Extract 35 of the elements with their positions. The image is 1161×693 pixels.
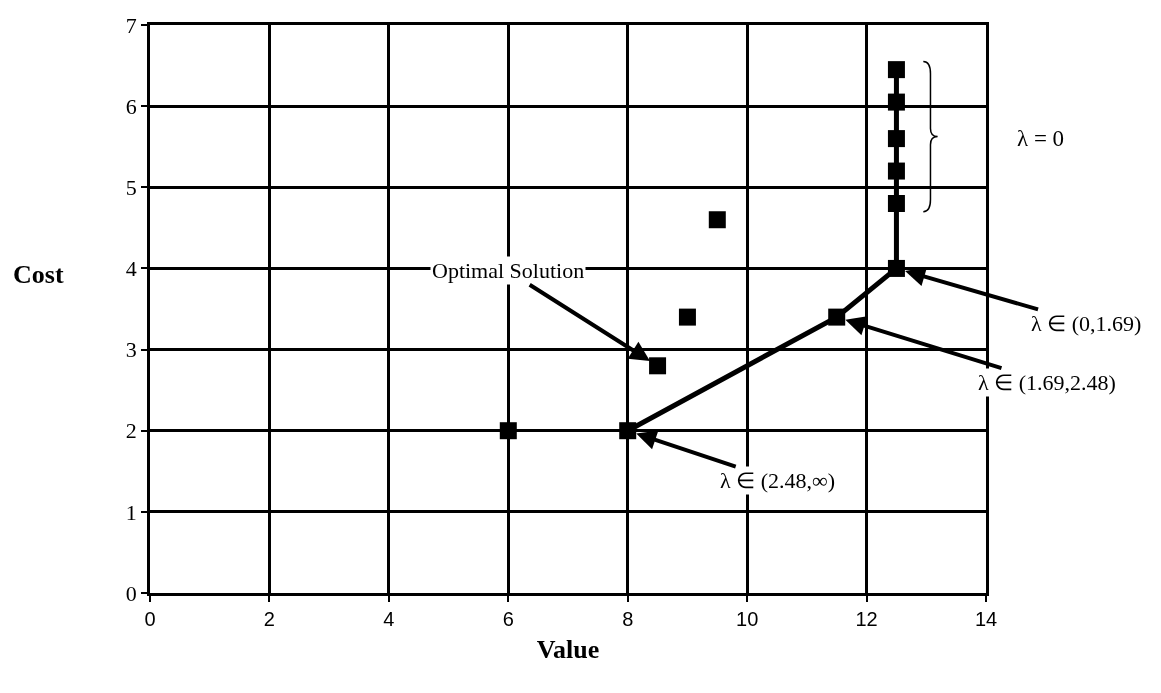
point [887,162,905,180]
x-tick-label: 8 [622,607,634,630]
y-tick-label: 1 [125,499,137,525]
point [887,259,905,277]
point [887,130,905,148]
point [887,61,905,79]
y-tick-label: 0 [125,580,137,606]
x-tick-label: 12 [855,607,878,630]
x-tick-label: 4 [383,607,395,630]
point [887,93,905,111]
point [828,308,846,326]
x-tick-label: 14 [974,607,998,630]
annotation: Optimal Solution [432,258,585,283]
annotation: λ ∈ (0,1.69) [1031,311,1142,336]
point [649,357,667,375]
y-tick-label: 6 [125,93,137,119]
y-tick-label: 4 [125,256,137,282]
y-tick-label: 2 [125,418,137,444]
x-tick-label: 2 [263,607,275,630]
point [619,422,637,440]
x-tick-label: 0 [144,607,156,630]
point [678,308,696,326]
x-tick-label: 10 [736,607,759,630]
text: λ = 0 [1017,126,1065,151]
y-tick-label: 3 [125,337,137,363]
x-axis-title: Value [536,635,600,665]
x-tick-label: 6 [502,607,514,630]
annotation: λ ∈ (1.69,2.48) [978,370,1116,395]
point [887,195,905,213]
annotation: λ ∈ (2.48,∞) [720,468,836,493]
y-axis-title: Cost [13,260,64,289]
y-tick-label: 5 [125,174,137,200]
point [708,211,726,229]
point [499,422,517,440]
y-tick-label: 7 [125,12,137,38]
